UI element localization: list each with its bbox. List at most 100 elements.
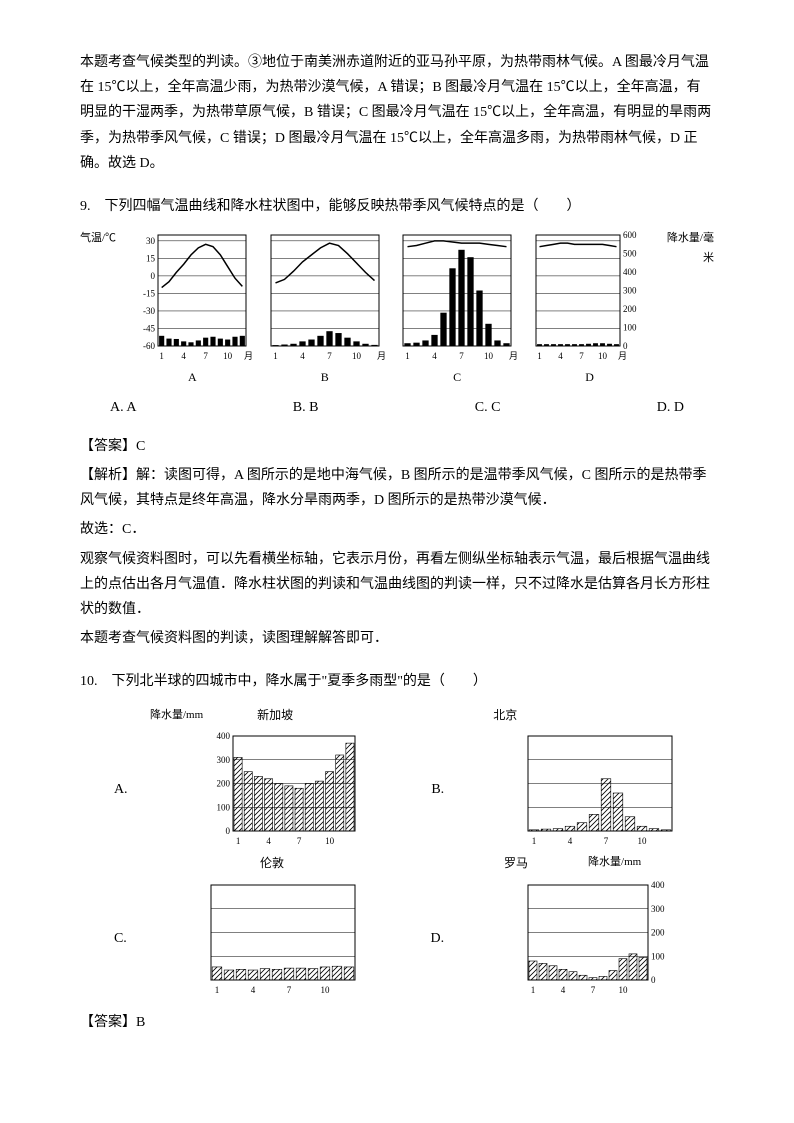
q10-title: 10. 下列北半球的四城市中，降水属于"夏季多雨型"的是（ ） — [80, 669, 714, 694]
svg-text:500: 500 — [623, 249, 637, 259]
svg-text:1: 1 — [531, 985, 536, 995]
svg-text:7: 7 — [591, 985, 596, 995]
svg-text:10: 10 — [352, 351, 362, 361]
svg-text:4: 4 — [250, 985, 255, 995]
svg-text:400: 400 — [651, 881, 665, 890]
svg-text:0: 0 — [623, 341, 628, 351]
y-right-label: 降水量/毫米 — [662, 229, 714, 269]
caption-a: A — [132, 367, 252, 389]
q10-row2: C. 14710 D. 400300200100014710 — [80, 881, 714, 996]
svg-text:600: 600 — [623, 230, 637, 240]
q9-charts: 气温/℃ 30150-15-30-45-6014710月A 14710月B 14… — [80, 229, 714, 389]
opt-b-lbl[interactable]: B. — [431, 777, 444, 802]
q10-ylabel: 降水量/mm — [150, 706, 203, 726]
svg-text:0: 0 — [226, 826, 231, 836]
city-d: 罗马 — [504, 853, 528, 875]
svg-text:300: 300 — [623, 286, 637, 296]
opt-c-lbl[interactable]: C. — [114, 926, 127, 951]
caption-c: C — [397, 367, 517, 389]
svg-text:7: 7 — [579, 351, 584, 361]
svg-text:100: 100 — [623, 323, 637, 333]
opt-d[interactable]: D. D — [657, 395, 684, 420]
opt-b[interactable]: B. B — [293, 395, 319, 420]
svg-text:15: 15 — [146, 253, 156, 263]
svg-text:-45: -45 — [143, 324, 155, 334]
svg-text:1: 1 — [160, 351, 165, 361]
svg-text:7: 7 — [297, 836, 302, 846]
svg-text:10: 10 — [320, 985, 330, 995]
q10-row1: A. 400300200100014710 B. 14710 — [80, 732, 714, 847]
svg-text:1: 1 — [236, 836, 241, 846]
q10-chart-c: 1 4 7 10 — [203, 881, 363, 996]
q10-chart-d: 400300200100014710 — [520, 881, 680, 996]
svg-text:4: 4 — [558, 351, 563, 361]
svg-text:0: 0 — [651, 975, 656, 985]
svg-text:1: 1 — [214, 985, 219, 995]
svg-text:4: 4 — [267, 836, 272, 846]
y-left-label: 气温/℃ — [80, 229, 120, 249]
q9-answer: 【答案】C — [80, 434, 714, 459]
svg-text:7: 7 — [327, 351, 332, 361]
svg-text:7: 7 — [459, 351, 464, 361]
svg-text:1: 1 — [273, 351, 278, 361]
caption-d: D — [530, 367, 650, 389]
svg-text:1: 1 — [537, 351, 542, 361]
svg-text:200: 200 — [623, 304, 637, 314]
caption-b: B — [265, 367, 385, 389]
svg-text:月: 月 — [618, 351, 627, 361]
svg-text:7: 7 — [286, 985, 291, 995]
q10-yrlabel: 降水量/mm — [588, 853, 641, 875]
svg-text:0: 0 — [151, 271, 156, 281]
svg-text:7: 7 — [204, 351, 209, 361]
svg-text:10: 10 — [619, 985, 629, 995]
svg-text:30: 30 — [146, 236, 156, 246]
svg-text:10: 10 — [598, 351, 608, 361]
city-b: 北京 — [493, 705, 517, 727]
svg-text:1: 1 — [532, 836, 537, 846]
q10-chart-b: 1 4 7 10 — [520, 732, 680, 847]
svg-text:10: 10 — [326, 836, 336, 846]
svg-text:300: 300 — [651, 904, 665, 914]
q9-chart-d: 600 500 400 300 200 100 0 1 4 7 10 月D — [530, 229, 650, 389]
svg-text:月: 月 — [377, 351, 385, 361]
opt-c[interactable]: C. C — [475, 395, 501, 420]
q9-chart-c: 1 4 7 10 月C — [397, 229, 517, 389]
opt-d-lbl[interactable]: D. — [431, 926, 445, 951]
svg-text:400: 400 — [623, 267, 637, 277]
svg-text:-15: -15 — [143, 289, 155, 299]
q9-exp1: 【解析】解：读图可得，A 图所示的是地中海气候，B 图所示的是温带季风气候，C … — [80, 463, 714, 513]
svg-text:200: 200 — [217, 779, 231, 789]
q9-chart-b: 1 4 7 10 月B — [265, 229, 385, 389]
svg-text:10: 10 — [224, 351, 234, 361]
svg-text:4: 4 — [432, 351, 437, 361]
q9-exp3: 观察气候资料图时，可以先看横坐标轴，它表示月份，再看左侧纵坐标轴表示气温，最后根… — [80, 547, 714, 623]
svg-text:1: 1 — [405, 351, 410, 361]
q10-answer: 【答案】B — [80, 1010, 714, 1035]
svg-text:-30: -30 — [143, 306, 155, 316]
q10-chart-a: 400 300 200 100 01 4 7 10 — [203, 732, 363, 847]
svg-text:400: 400 — [217, 732, 231, 741]
q9-chart-a: 30 15 0 -15 -30 -45 -60 1 4 7 10 月A — [132, 229, 252, 389]
svg-text:-60: -60 — [143, 341, 155, 351]
svg-text:月: 月 — [244, 351, 252, 361]
svg-text:4: 4 — [300, 351, 305, 361]
svg-text:4: 4 — [568, 836, 573, 846]
q9-exp4: 本题考查气候资料图的判读，读图理解解答即可． — [80, 626, 714, 651]
q9-options: A. A B. B C. C D. D — [110, 395, 684, 420]
svg-text:100: 100 — [217, 802, 231, 812]
svg-text:10: 10 — [638, 836, 648, 846]
svg-text:月: 月 — [509, 351, 517, 361]
svg-text:4: 4 — [182, 351, 187, 361]
q9-title: 9. 下列四幅气温曲线和降水柱状图中，能够反映热带季风气候特点的是（ ） — [80, 194, 714, 219]
opt-a-lbl[interactable]: A. — [114, 777, 128, 802]
svg-text:10: 10 — [484, 351, 494, 361]
city-c: 伦敦 — [260, 853, 284, 875]
intro-paragraph: 本题考查气候类型的判读。③地位于南美洲赤道附近的亚马孙平原，为热带雨林气候。A … — [80, 50, 714, 176]
city-a: 新加坡 — [257, 705, 293, 727]
svg-text:200: 200 — [651, 927, 665, 937]
opt-a[interactable]: A. A — [110, 395, 136, 420]
svg-text:300: 300 — [217, 755, 231, 765]
svg-text:7: 7 — [604, 836, 609, 846]
svg-text:4: 4 — [561, 985, 566, 995]
q9-exp2: 故选：C． — [80, 517, 714, 542]
